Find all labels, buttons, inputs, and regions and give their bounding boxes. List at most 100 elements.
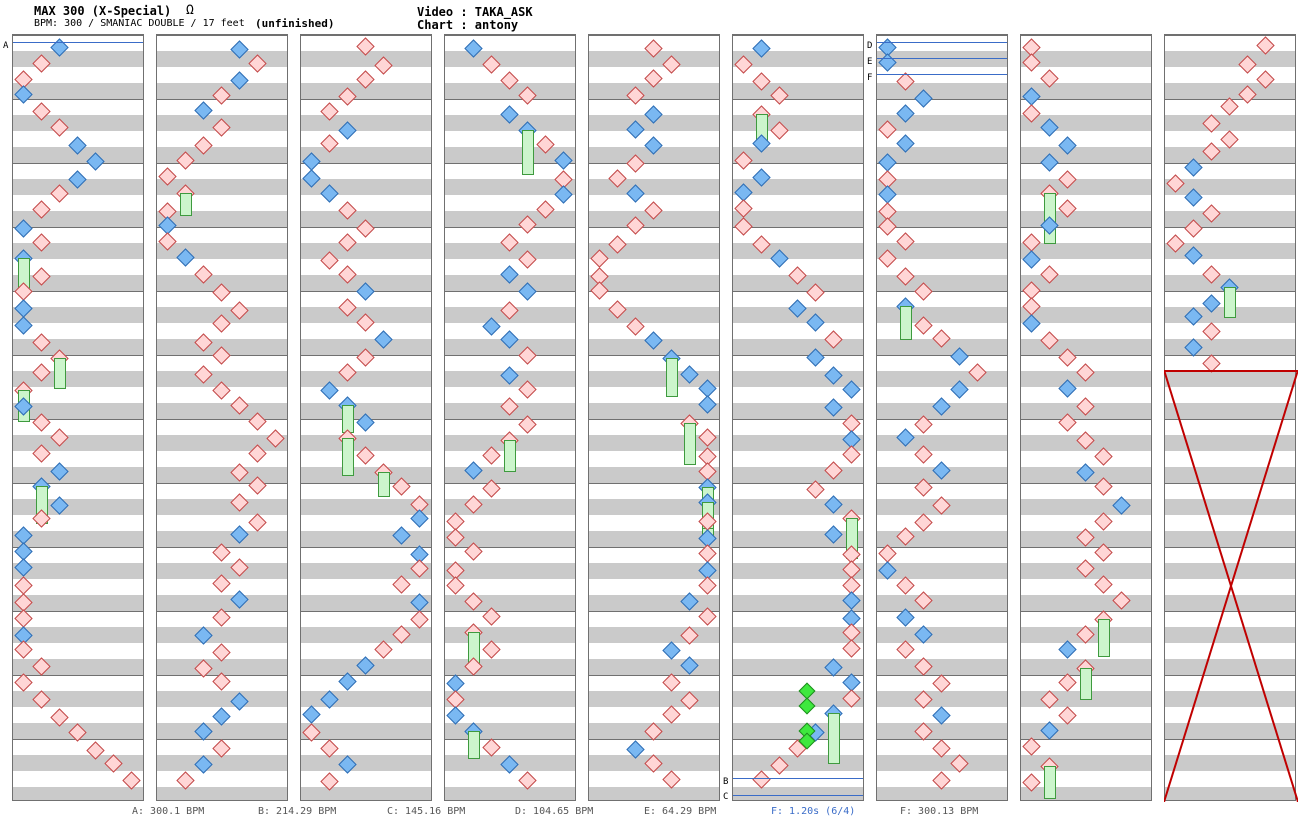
measure-line [589,355,719,356]
footer-bpm-b: B: 214.29 BPM [258,806,337,817]
blue-arrow-icon [230,525,249,544]
measure-line [157,483,287,484]
red-arrow-icon [230,558,249,578]
blue-arrow-icon [752,168,771,188]
red-arrow-icon [230,396,249,415]
red-arrow-icon [626,316,645,336]
red-arrow-icon [1040,690,1059,710]
red-arrow-icon [1022,297,1041,316]
chart-column [588,34,720,801]
red-arrow-icon [320,771,339,791]
blue-arrow-icon [1184,306,1203,326]
red-arrow-icon [1076,430,1095,450]
red-arrow-icon [1202,265,1221,284]
cross-out-icon [1164,370,1298,802]
blue-arrow-icon [554,185,573,204]
chart-credit: Chart : antony [417,18,519,32]
measure-line [445,419,575,420]
red-arrow-icon [1184,219,1203,238]
red-arrow-icon [14,640,33,660]
blue-arrow-icon [302,151,321,171]
footer-bpm-a: A: 300.1 BPM [132,806,205,817]
red-arrow-icon [176,771,195,790]
blue-arrow-icon [1058,379,1077,398]
blue-arrow-icon [230,692,249,711]
red-arrow-icon [1220,129,1239,149]
blue-arrow-icon [392,526,411,546]
blue-arrow-icon [302,169,321,188]
red-arrow-icon [1094,477,1113,496]
red-arrow-icon [14,609,33,628]
red-arrow-icon [194,136,213,155]
red-arrow-icon [1040,331,1059,351]
measure-line [13,227,143,228]
blue-arrow-icon [500,264,519,284]
red-arrow-icon [464,541,483,561]
red-arrow-icon [248,512,267,532]
measure-line [877,739,1007,740]
measure-line [589,35,719,36]
blue-arrow-icon [464,38,483,58]
blue-arrow-icon [824,495,843,514]
measure-line [589,483,719,484]
red-arrow-icon [788,266,807,285]
blue-arrow-icon [1076,463,1095,482]
red-arrow-icon [608,169,627,188]
measure-line [301,483,431,484]
chart-column [444,34,576,801]
blue-arrow-icon [554,151,573,170]
measure-line [1165,675,1295,676]
measure-line [1165,35,1295,36]
red-arrow-icon [1076,528,1095,547]
measure-line [877,547,1007,548]
red-arrow-icon [914,282,933,301]
red-arrow-icon [824,461,843,480]
blue-arrow-icon [914,88,933,108]
red-arrow-icon [896,72,915,92]
blue-arrow-icon [14,219,33,238]
red-arrow-icon [212,86,231,105]
red-arrow-icon [518,771,537,791]
red-arrow-icon [446,528,465,548]
blue-arrow-icon [1022,250,1041,269]
freeze-arrow-icon [342,438,354,477]
blue-arrow-icon [932,706,951,725]
freeze-arrow-icon [180,193,192,217]
red-arrow-icon [590,280,609,300]
red-arrow-icon [212,739,231,758]
measure-line [1165,355,1295,356]
red-arrow-icon [1166,173,1185,193]
measure-line [733,35,863,36]
red-arrow-icon [482,478,501,498]
red-arrow-icon [248,412,267,432]
measure-line [301,739,431,740]
freeze-arrow-icon [684,422,696,465]
measure-line [877,611,1007,612]
red-arrow-icon [734,151,753,170]
red-arrow-icon [1040,69,1059,88]
red-arrow-icon [1202,322,1221,341]
red-arrow-icon [356,37,375,56]
blue-arrow-icon [338,120,357,140]
measure-line [877,163,1007,164]
red-arrow-icon [14,673,33,693]
footer-bpm-d: D: 104.65 BPM [515,806,594,817]
measure-line [589,163,719,164]
red-arrow-icon [392,625,411,644]
bpm-change-line [877,42,1007,43]
blue-arrow-icon [878,184,897,204]
measure-line [1021,483,1151,484]
blue-arrow-icon [914,625,933,644]
measure-line [157,227,287,228]
blue-arrow-icon [1058,136,1077,155]
footer-bpm-c: C: 145.16 BPM [387,806,466,817]
red-arrow-icon [1022,232,1041,252]
blue-arrow-icon [50,462,69,482]
measure-line [445,99,575,100]
blue-arrow-icon [770,249,789,268]
measure-line [301,35,431,36]
red-arrow-icon [842,639,861,658]
red-arrow-icon [50,117,69,137]
measure-line [589,99,719,100]
chart-column [156,34,288,801]
